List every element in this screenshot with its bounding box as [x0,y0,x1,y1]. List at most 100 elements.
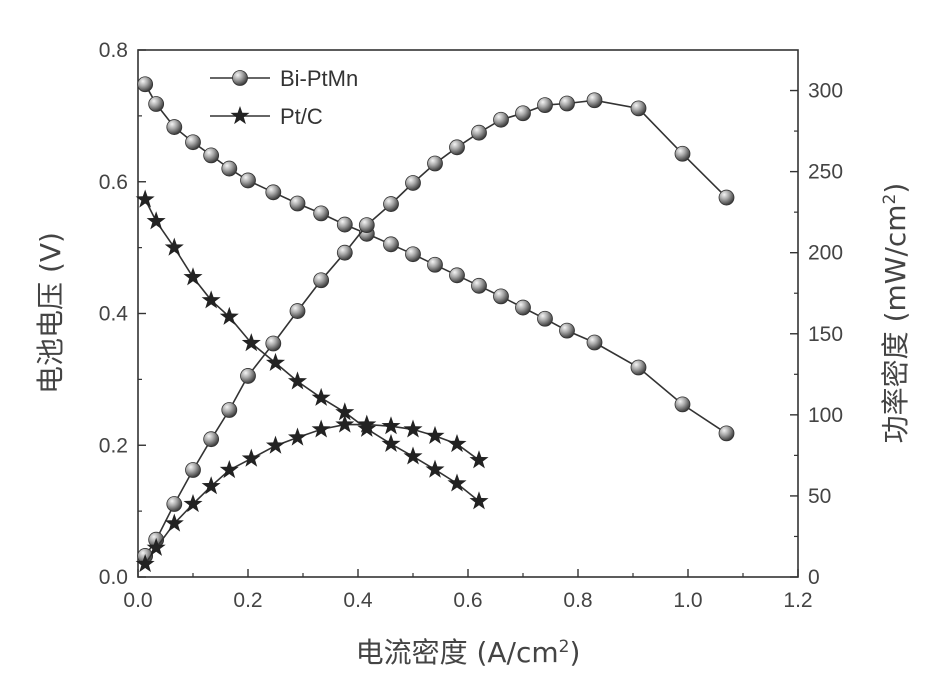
y-right-tick-label: 250 [808,161,843,184]
y-left-tick-label: 0.4 [99,303,129,326]
data-point-bi-ptmn-voltage [405,246,421,263]
data-point-pt-c-power [164,513,184,532]
data-point-bi-ptmn-power [265,335,282,352]
data-point-bi-ptmn-voltage [559,322,575,339]
series-line-pt-c-voltage [144,199,480,502]
data-point-pt-c-voltage [241,333,261,352]
data-point-pt-c-power [201,476,221,495]
data-point-pt-c-power [311,419,331,438]
x-tick-label: 0.4 [343,589,373,612]
data-point-bi-ptmn-voltage [718,425,735,442]
series-layer [135,76,735,573]
data-point-pt-c-voltage [381,433,401,453]
data-point-pt-c-voltage [469,491,489,510]
data-point-pt-c-voltage [183,267,203,286]
data-point-bi-ptmn-voltage [148,96,165,112]
data-point-pt-c-voltage [146,211,166,230]
data-point-pt-c-power [146,537,166,556]
y-left-tick-label: 0.8 [99,39,128,62]
data-point-bi-ptmn-voltage [674,396,691,413]
data-point-pt-c-power [287,427,308,446]
y-axis-right-label-tail: ) [879,183,912,194]
data-point-bi-ptmn-power [537,97,553,114]
data-point-bi-ptmn-voltage [586,334,603,351]
data-point-bi-ptmn-voltage [240,172,256,189]
data-point-pt-c-power [219,459,239,479]
data-point-bi-ptmn-power [559,95,575,112]
data-point-bi-ptmn-voltage [471,277,487,294]
y-right-tick-label: 300 [808,80,843,103]
data-point-bi-ptmn-voltage [383,236,399,253]
data-point-bi-ptmn-voltage [289,195,306,212]
data-point-bi-ptmn-power [493,111,509,128]
data-point-pt-c-voltage [311,387,331,406]
x-axis-label-tail: ) [569,636,580,669]
data-point-bi-ptmn-voltage [313,205,330,222]
legend: Bi-PtMn Pt/C [210,66,358,129]
data-point-bi-ptmn-power [383,196,399,212]
series-line-pt-c-power [144,423,480,565]
x-axis-label: 电流密度 (A/cm2) [356,636,581,669]
data-point-bi-ptmn-power [515,105,531,122]
data-point-bi-ptmn-power [586,92,603,109]
legend-label-pt-c: Pt/C [280,104,323,129]
data-point-bi-ptmn-power [405,175,421,191]
data-point-bi-ptmn-power [240,368,256,384]
plot-frame [137,49,799,578]
y-right-tick-label: 150 [808,323,843,346]
y-right-tick-label: 100 [808,404,843,427]
data-point-pt-c-power [357,414,377,433]
data-point-bi-ptmn-voltage [537,310,553,327]
data-point-bi-ptmn-power [185,462,201,478]
data-point-bi-ptmn-power [313,272,330,289]
data-point-bi-ptmn-voltage [265,184,282,201]
x-tick-label: 1.2 [783,589,812,612]
data-point-pt-c-power [447,434,467,453]
data-point-pt-c-power [183,494,203,513]
y-right-tick-label: 200 [808,242,843,265]
data-point-bi-ptmn-voltage [221,160,238,177]
y-axis-right-label-sup: 2 [880,194,900,205]
data-point-bi-ptmn-voltage [166,119,183,135]
data-point-pt-c-voltage [219,306,239,325]
data-point-bi-ptmn-power [427,155,443,172]
x-tick-label: 0.6 [453,589,482,612]
data-point-bi-ptmn-voltage [137,76,154,93]
y-left-tick-label: 0.6 [99,171,128,194]
data-point-bi-ptmn-voltage [203,147,220,164]
data-point-bi-ptmn-voltage [336,216,353,233]
x-axis-label-sup: 2 [559,637,570,657]
data-point-pt-c-power [381,416,401,435]
data-point-bi-ptmn-voltage [449,267,465,284]
y-axis-right-label-main: 功率密度 (mW/cm [879,204,912,443]
data-point-pt-c-voltage [335,402,355,421]
data-point-bi-ptmn-power [718,189,735,206]
data-point-bi-ptmn-power [289,303,306,319]
legend-label-bi-ptmn: Bi-PtMn [280,66,358,91]
data-point-pt-c-voltage [287,371,308,390]
data-point-bi-ptmn-voltage [185,134,201,151]
data-point-pt-c-power [265,435,286,454]
data-point-bi-ptmn-voltage [515,299,531,316]
legend-marker-bi-ptmn [232,70,248,86]
data-point-bi-ptmn-power [630,100,647,117]
data-point-bi-ptmn-voltage [427,256,443,273]
y-left-tick-label: 0.0 [99,566,128,589]
y-right-tick-label: 0 [808,566,820,589]
data-point-bi-ptmn-power [449,139,465,156]
data-point-pt-c-voltage [164,237,184,256]
y-axis-left-label: 电池电压 (V) [34,232,67,394]
data-point-pt-c-voltage [201,290,221,309]
x-axis-label-main: 电流密度 (A/cm [356,636,559,669]
data-point-pt-c-power [335,414,355,433]
x-tick-label: 0.2 [233,589,262,612]
data-point-bi-ptmn-power [203,431,220,448]
y-left-tick-label: 0.2 [99,434,128,457]
x-tick-label: 0.8 [563,589,592,612]
data-point-pt-c-power [135,554,155,573]
data-point-bi-ptmn-power [336,244,353,261]
data-point-pt-c-voltage [265,352,286,371]
data-point-pt-c-voltage [403,446,423,465]
x-tick-label: 0.0 [123,589,152,612]
